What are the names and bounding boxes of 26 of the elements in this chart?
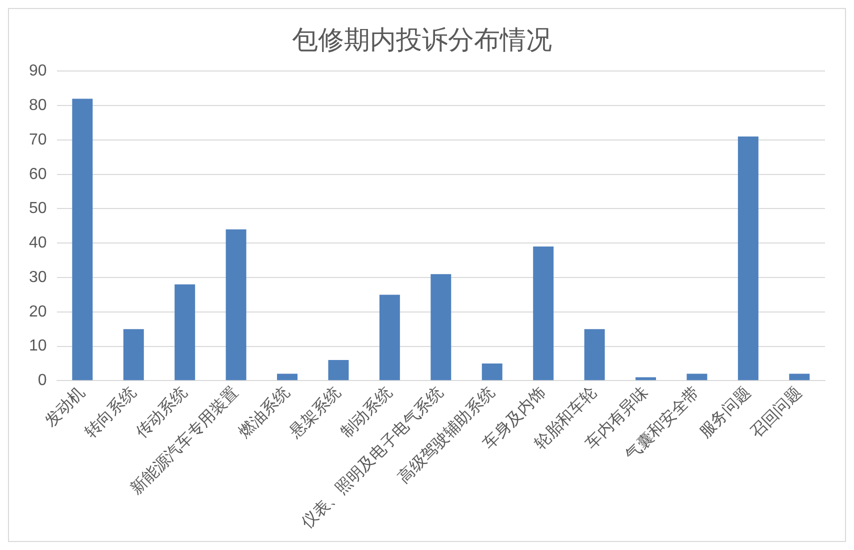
bar — [379, 294, 400, 380]
bar — [123, 329, 144, 380]
chart-title: 包修期内投诉分布情况 — [292, 25, 552, 54]
bar — [328, 360, 349, 380]
bar — [636, 377, 656, 380]
bar — [174, 284, 196, 380]
y-tick-label: 90 — [29, 62, 47, 80]
bar — [533, 246, 554, 380]
y-tick-label: 30 — [29, 268, 47, 286]
y-tick-label: 60 — [29, 166, 47, 183]
y-tick-label: 20 — [29, 303, 47, 320]
bar — [686, 374, 708, 380]
bar — [584, 329, 605, 380]
bar — [738, 136, 758, 380]
y-tick-label: 70 — [29, 131, 47, 148]
y-tick-label: 50 — [29, 200, 47, 218]
bar — [277, 374, 298, 380]
y-tick-label: 10 — [29, 338, 47, 355]
bar — [226, 229, 246, 380]
y-tick-label: 40 — [29, 234, 47, 252]
bar — [72, 98, 93, 380]
y-tick-label: 0 — [38, 372, 47, 390]
bar — [482, 363, 502, 380]
y-tick-label: 80 — [29, 96, 47, 114]
bar — [789, 374, 810, 380]
bar — [430, 274, 452, 380]
